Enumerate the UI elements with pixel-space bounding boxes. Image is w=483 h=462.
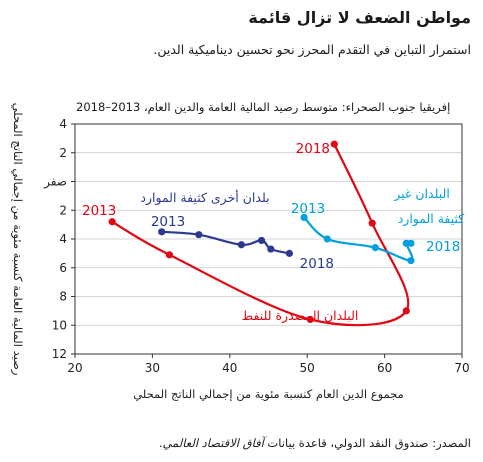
data-point-oil-exporters (402, 307, 410, 315)
data-point-other-resource-intensive (237, 241, 246, 249)
y-tick-label: 10 (52, 318, 67, 332)
y-tick-label: 12 (52, 347, 67, 361)
plot-frame (74, 123, 463, 355)
end-year-label-non-resource-intensive: 2018 (426, 239, 460, 255)
x-tick-label: 30 (145, 361, 160, 375)
data-point-non-resource-intensive (323, 235, 331, 243)
y-tick-label: 6 (59, 261, 67, 275)
series-line-oil-exporters (111, 143, 410, 327)
series-name-label-non-resource-intensive: البلدان غير (393, 186, 450, 202)
y-tick-label: 8 (59, 290, 67, 304)
data-point-other-resource-intensive (158, 228, 166, 236)
source-note: المصدر: صندوق النقد الدولي، قاعدة بيانات… (159, 436, 471, 450)
chart-title: إفريقيا جنوب الصحراء: متوسط رصيد المالية… (76, 100, 451, 114)
page-title: مواطن الضعف لا تزال قائمة (248, 8, 471, 27)
end-year-label-oil-exporters: 2018 (296, 141, 330, 157)
data-point-non-resource-intensive (371, 244, 379, 252)
x-tick-label: 70 (454, 361, 469, 375)
source-title: آفاق الاقتصاد العالمي (162, 436, 264, 450)
data-point-other-resource-intensive (195, 231, 203, 239)
data-point-oil-exporters (165, 251, 174, 259)
series-name-label-oil-exporters: البلدان المصدرة للنفط (242, 308, 359, 324)
data-point-other-resource-intensive (267, 245, 275, 253)
x-tick-label: 40 (222, 361, 237, 375)
source-suffix: . (158, 436, 163, 450)
start-year-label-other-resource-intensive: 2013 (151, 214, 185, 230)
data-point-oil-exporters (368, 219, 376, 227)
y-tick-label: 4 (59, 117, 67, 131)
x-tick-label: 60 (377, 361, 392, 375)
end-year-label-other-resource-intensive: 2018 (300, 256, 334, 272)
start-year-label-non-resource-intensive: 2013 (291, 201, 325, 217)
data-point-non-resource-intensive (407, 256, 415, 265)
series-name-label-non-resource-intensive: كثيفة الموارد (398, 211, 465, 227)
data-point-other-resource-intensive (257, 236, 266, 245)
data-point-oil-exporters (306, 315, 314, 324)
data-point-oil-exporters (108, 218, 116, 226)
x-tick-label: 50 (300, 361, 315, 375)
source-prefix: المصدر: صندوق النقد الدولي، قاعدة بيانات (263, 436, 471, 450)
data-point-other-resource-intensive (285, 249, 293, 257)
start-year-label-oil-exporters: 2013 (82, 203, 116, 219)
y-tick-label: 2 (59, 146, 67, 160)
y-tick-label: صفر (43, 175, 67, 190)
data-point-oil-exporters (330, 140, 338, 148)
y-tick-label: 2 (59, 203, 67, 217)
y-axis-label: رصيد المالية العامة كنسبة مئوية من إجمال… (10, 103, 25, 376)
data-point-non-resource-intensive (407, 239, 415, 247)
x-tick-label: 20 (67, 361, 82, 375)
y-tick-label: 4 (59, 232, 67, 246)
x-axis-label: مجموع الدين العام كنسبة مئوية من إجمالي … (133, 387, 404, 402)
page-subtitle: استمرار التباين في التقدم المحرز نحو تحس… (153, 42, 471, 57)
data-point-non-resource-intensive (300, 213, 308, 222)
series-name-label-other-resource-intensive: بلدان أخرى كثيفة الموارد (140, 189, 269, 206)
